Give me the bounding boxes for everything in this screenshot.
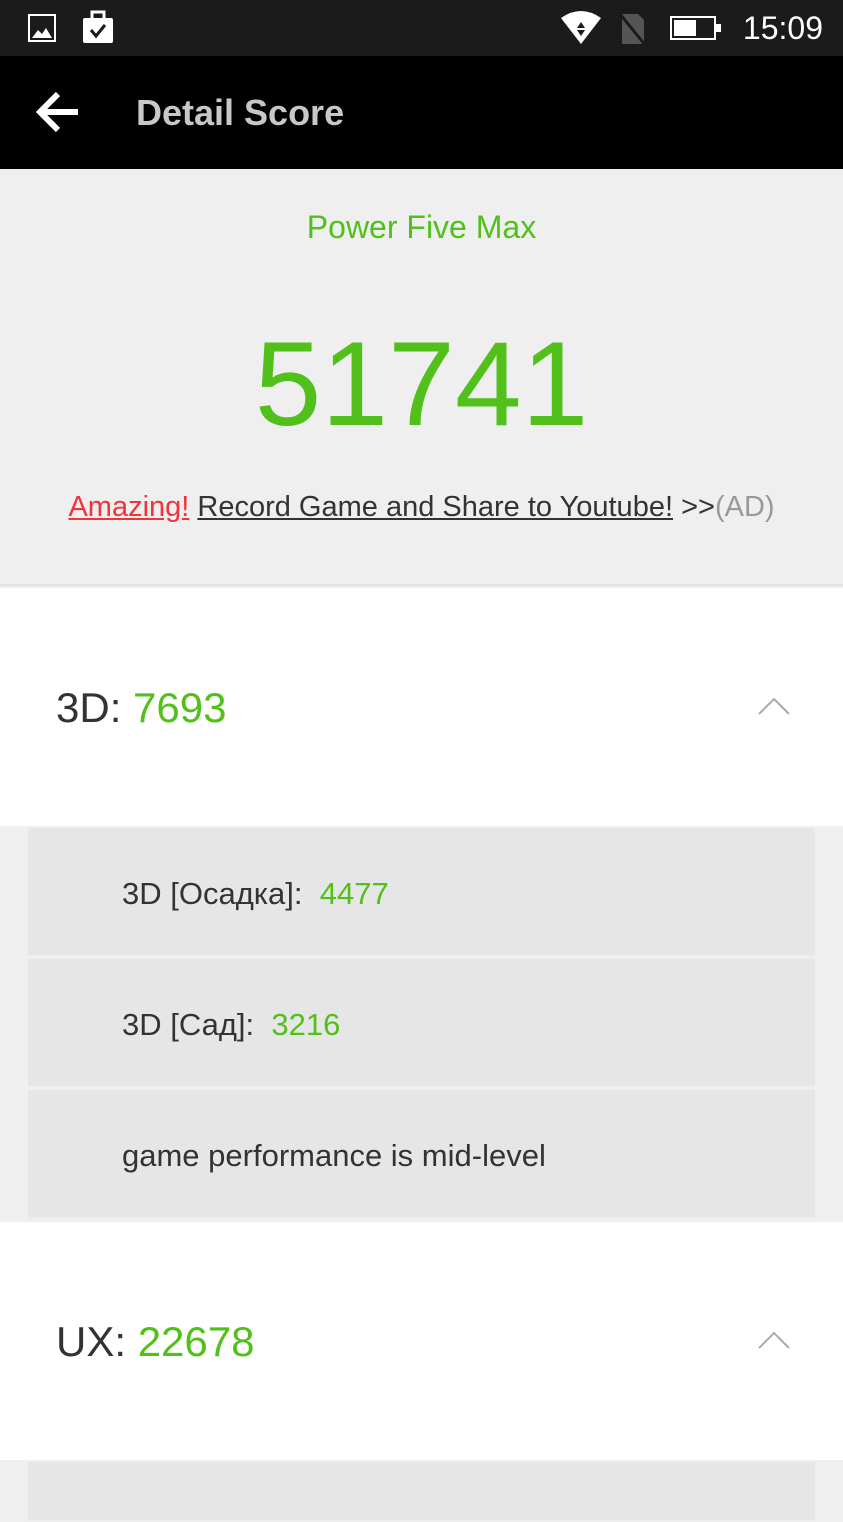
ad-arrows[interactable]: >>: [681, 491, 715, 523]
ad-prefix[interactable]: Amazing!: [68, 491, 190, 523]
ad-link[interactable]: Record Game and Share to Youtube!: [197, 491, 674, 523]
section-score: 22678: [137, 1318, 255, 1365]
chevron-up-icon[interactable]: [757, 1330, 791, 1350]
wifi-icon: [561, 11, 601, 44]
list-item: 3D [Осадка]: 4477: [28, 828, 815, 957]
ad-banner[interactable]: Amazing! Record Game and Share to Youtub…: [0, 491, 843, 524]
clipboard-check-icon: [83, 10, 113, 43]
ad-tag: (AD): [714, 491, 775, 523]
battery-icon: [670, 16, 721, 40]
section-label: 3D:: [56, 684, 134, 731]
item-score: 4477: [319, 876, 389, 911]
section-score: 7693: [133, 684, 227, 731]
total-score: 51741: [254, 317, 589, 451]
section-ux-header[interactable]: UX: 22678: [0, 1222, 843, 1460]
no-sim-icon: [618, 13, 648, 46]
gallery-icon: [28, 14, 56, 42]
app-bar: Detail Score: [0, 56, 843, 169]
status-bar: 15:09: [0, 0, 843, 56]
clock: 15:09: [742, 10, 823, 46]
list-item: 3D [Сад]: 3216: [28, 959, 815, 1088]
item-label: 3D [Сад]:: [122, 1007, 255, 1042]
performance-note: game performance is mid-level: [122, 1138, 546, 1173]
item-label: 3D [Осадка]:: [122, 876, 303, 911]
list-item: [28, 1462, 815, 1522]
chevron-up-icon[interactable]: [757, 696, 791, 716]
item-score: 3216: [271, 1007, 341, 1042]
list-item: game performance is mid-level: [28, 1090, 815, 1219]
arrow-left-icon[interactable]: [36, 90, 82, 134]
device-name: Power Five Max: [306, 209, 537, 245]
section-3d-header[interactable]: 3D: 7693: [0, 588, 843, 826]
section-label: UX:: [56, 1318, 138, 1365]
score-summary: Power Five Max 51741 Amazing! Record Gam…: [0, 169, 843, 586]
page-title: Detail Score: [136, 92, 345, 133]
